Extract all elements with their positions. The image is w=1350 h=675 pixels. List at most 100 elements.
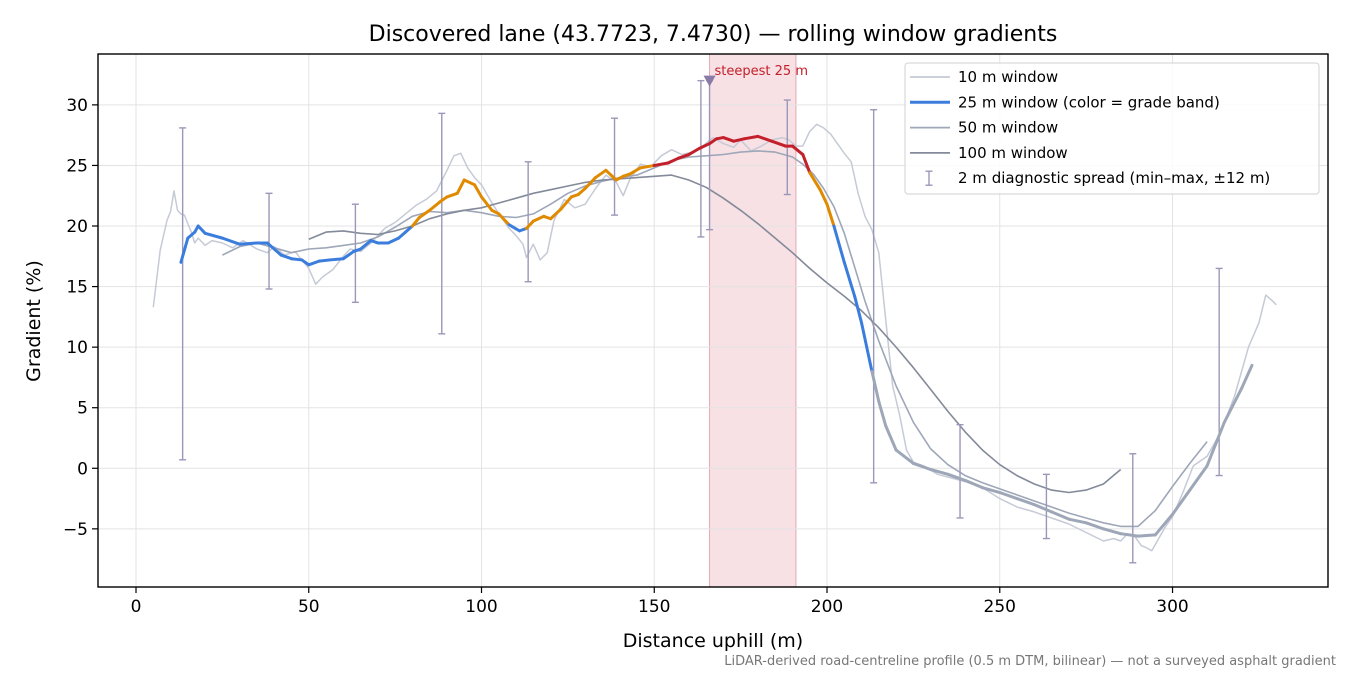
grade-band-segment xyxy=(1067,517,1088,525)
grade-band-segment xyxy=(404,224,414,234)
grade-band-segment xyxy=(1119,532,1140,538)
grade-band-segment xyxy=(1188,464,1209,492)
footnote: LiDAR-derived road-centreline profile (0… xyxy=(724,654,1336,669)
legend-label: 25 m window (color = grade band) xyxy=(958,93,1220,111)
grade-band-segment xyxy=(687,146,701,157)
grade-band-segment xyxy=(265,241,283,257)
grade-band-segment xyxy=(341,249,356,261)
grade-band-segment xyxy=(1205,420,1226,468)
y-tick-label: 15 xyxy=(66,278,88,298)
grade-band-segment xyxy=(666,156,680,165)
x-axis: 0 50 100 150 200 250 300 xyxy=(131,587,1189,617)
grade-band-segment xyxy=(397,230,407,240)
grade-band-segment xyxy=(1240,363,1254,390)
grade-band-segment xyxy=(428,200,442,212)
grade-band-segment xyxy=(676,153,691,160)
grade-band-segment xyxy=(594,168,608,180)
series-lines xyxy=(152,123,1277,552)
grade-band-segment xyxy=(628,166,642,176)
grade-band-segment xyxy=(980,486,1002,495)
legend-label: 2 m diagnostic spread (min–max, ±12 m) xyxy=(958,169,1270,187)
x-tick-label: 250 xyxy=(984,597,1016,617)
steepest-highlight-band xyxy=(709,53,797,588)
y-tick-label: −5 xyxy=(63,520,88,540)
grade-band-segment xyxy=(462,178,477,187)
grade-band-segment xyxy=(853,294,864,325)
grade-band-segment xyxy=(697,142,712,150)
grade-band-segment xyxy=(946,472,967,482)
grade-band-segment xyxy=(549,207,563,221)
grade-band-segment xyxy=(279,253,293,261)
grade-band-segment xyxy=(410,216,421,228)
grid-lines xyxy=(98,54,1328,587)
series-50m-window xyxy=(222,150,1208,528)
x-axis-label: Distance uphill (m) xyxy=(623,630,803,652)
grade-band-segment xyxy=(473,183,484,199)
y-tick-label: 20 xyxy=(66,217,88,237)
grade-band-segment xyxy=(445,191,459,199)
grade-band-segment xyxy=(801,153,812,175)
grade-band-segment xyxy=(1015,497,1036,507)
grade-band-segment xyxy=(998,491,1019,501)
grade-band-segment xyxy=(386,236,401,245)
plot-frame xyxy=(97,53,1329,588)
grade-band-segment xyxy=(1050,510,1071,521)
x-tick-label: 200 xyxy=(811,597,843,617)
grade-band-segment xyxy=(842,260,857,298)
x-tick-label: 300 xyxy=(1156,597,1188,617)
grade-band-segment xyxy=(732,137,746,143)
grade-band-segment xyxy=(480,195,494,212)
grade-band-segment xyxy=(877,400,888,428)
y-tick-label: 25 xyxy=(66,156,88,176)
grade-band-segment xyxy=(756,134,774,143)
grade-band-segment xyxy=(1171,488,1192,516)
chart-title: Discovered lane (43.7723, 7.4730) — roll… xyxy=(369,22,1058,47)
grade-band-segment xyxy=(327,257,345,262)
grade-band-segment xyxy=(417,208,432,220)
grade-band-segment xyxy=(497,212,511,227)
x-tick-label: 50 xyxy=(298,597,320,617)
grade-band-segment xyxy=(652,161,670,167)
grade-band-segment xyxy=(1101,527,1123,536)
grade-band-segment xyxy=(196,224,207,235)
grade-band-segment xyxy=(576,186,587,197)
grade-band-segment xyxy=(507,223,522,233)
legend-label: 100 m window xyxy=(958,144,1068,162)
grade-band-segment xyxy=(186,230,197,240)
y-tick-label: 30 xyxy=(66,96,88,116)
grade-band-segment xyxy=(559,195,573,211)
y-axis-label: Gradient (%) xyxy=(23,260,45,382)
grade-band-segment xyxy=(742,134,760,141)
grade-band-segment xyxy=(963,478,984,490)
grade-band-segment xyxy=(870,369,881,404)
grade-band-segment xyxy=(1084,521,1105,531)
grade-band-segment xyxy=(307,259,321,267)
grade-band-segment xyxy=(832,224,846,264)
grade-band-segment xyxy=(894,448,915,465)
grade-band-segment xyxy=(818,188,829,206)
error-bars xyxy=(179,79,1223,564)
grade-band-segment xyxy=(790,144,805,157)
series-100m-window xyxy=(308,174,1122,494)
grade-band-segment xyxy=(359,239,373,251)
x-tick-label: 100 xyxy=(465,597,497,617)
grade-band-segment xyxy=(929,467,950,476)
y-tick-label: 10 xyxy=(66,338,88,358)
grade-band-segment xyxy=(884,424,898,452)
grade-band-segment xyxy=(531,214,546,223)
grade-band-segment xyxy=(721,136,736,143)
grade-band-segment xyxy=(220,236,242,246)
grade-band-segment xyxy=(583,176,598,190)
legend: 10 m window 25 m window (color = grade ba… xyxy=(904,62,1320,195)
legend-label: 50 m window xyxy=(958,119,1058,137)
grade-band-segment xyxy=(455,178,466,195)
steepest-marker xyxy=(703,75,716,87)
grade-band-segment xyxy=(1032,503,1054,514)
grade-band-segment xyxy=(911,461,933,471)
grade-band-segment xyxy=(1153,512,1175,537)
y-axis: −5 0 5 10 15 20 25 30 xyxy=(63,96,98,540)
grade-band-segment xyxy=(524,219,535,230)
x-tick-label: 0 xyxy=(131,597,142,617)
grade-band-segment xyxy=(860,321,874,373)
